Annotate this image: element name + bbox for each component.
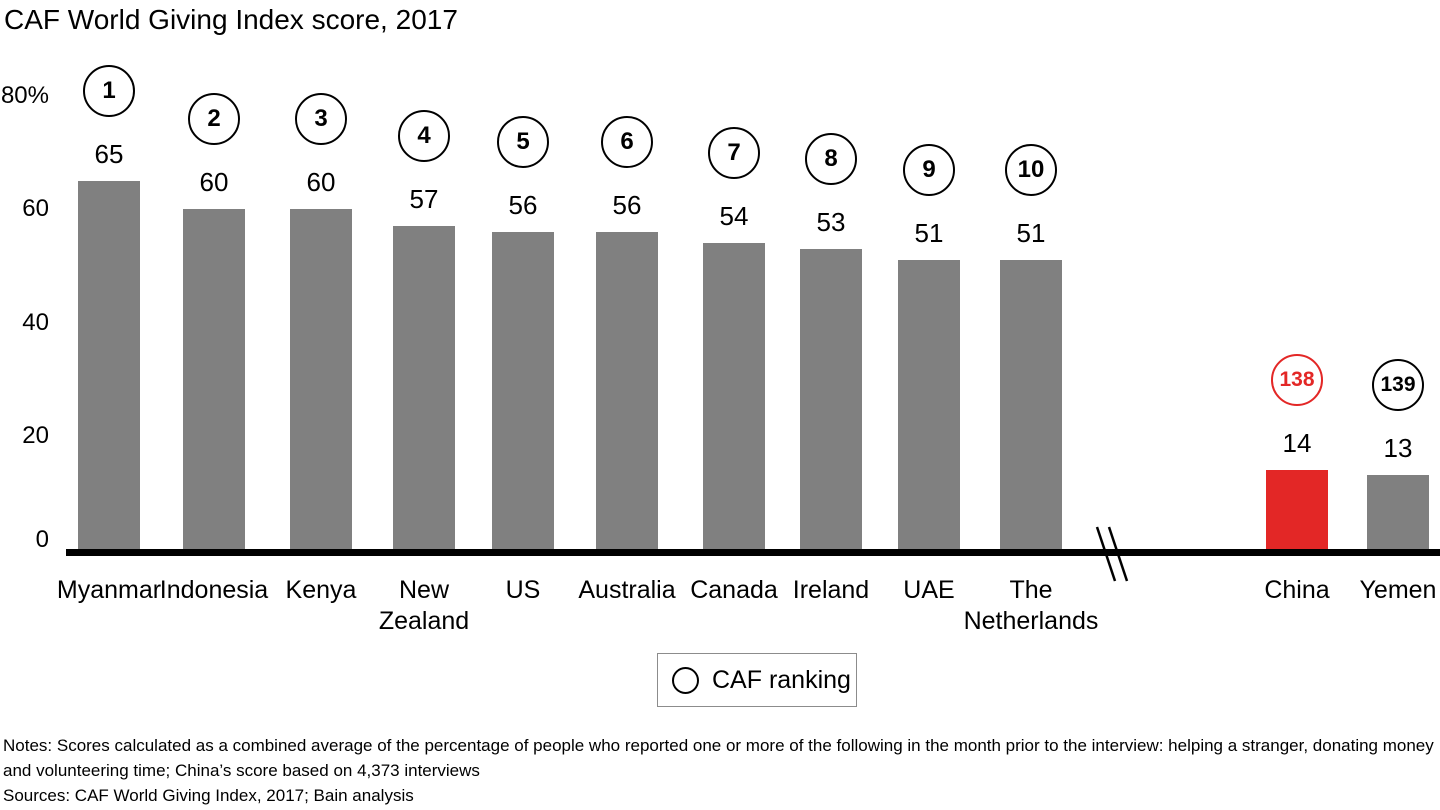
bar-yemen	[1367, 475, 1429, 549]
category-label-canada: Canada	[690, 576, 778, 604]
legend-box: CAF ranking	[657, 653, 857, 707]
rank-circle: 138	[1271, 354, 1323, 406]
bar-us	[492, 232, 554, 549]
bar-the-netherlands	[1000, 260, 1062, 549]
rank-circle: 139	[1372, 359, 1424, 411]
y-axis-tick-label: 80%	[0, 82, 49, 110]
bar-value-label: 56	[508, 190, 538, 220]
rank-circle: 2	[188, 93, 240, 145]
category-label-uae: UAE	[903, 576, 955, 604]
rank-circle: 4	[398, 110, 450, 162]
y-axis-tick-label: 40	[22, 308, 49, 336]
bar-kenya	[290, 209, 352, 549]
footnotes: Notes: Scores calculated as a combined a…	[3, 733, 1440, 808]
bar-ireland	[800, 249, 862, 549]
bar-value-label: 57	[409, 184, 439, 214]
rank-circle: 7	[708, 127, 760, 179]
bar-value-label: 54	[719, 201, 749, 231]
axis-break-icon	[1095, 526, 1129, 582]
bar-china	[1266, 470, 1328, 549]
category-label-myanmar: Myanmar	[56, 576, 162, 604]
rank-circle: 6	[601, 116, 653, 168]
bar-indonesia	[183, 209, 245, 549]
bar-value-label: 53	[816, 207, 846, 237]
x-axis-line	[66, 549, 1440, 556]
bar-value-label: 60	[199, 167, 229, 197]
rank-circle: 1	[83, 65, 135, 117]
bar-canada	[703, 243, 765, 549]
notes-text: Notes: Scores calculated as a combined a…	[3, 736, 1434, 780]
bar-value-label: 13	[1383, 433, 1413, 463]
legend-label: CAF ranking	[712, 665, 851, 694]
category-label-australia: Australia	[578, 576, 676, 604]
category-label-yemen: Yemen	[1359, 576, 1437, 604]
sources-text: Sources: CAF World Giving Index, 2017; B…	[3, 786, 414, 805]
rank-circle: 3	[295, 93, 347, 145]
y-axis-tick-label: 20	[22, 421, 49, 449]
rank-circle: 8	[805, 133, 857, 185]
rank-circle: 9	[903, 144, 955, 196]
bar-uae	[898, 260, 960, 549]
category-label-us: US	[505, 576, 541, 604]
chart-title: CAF World Giving Index score, 2017	[4, 4, 458, 35]
bar-myanmar	[78, 181, 140, 549]
rank-circle: 10	[1005, 144, 1057, 196]
bar-new-zealand	[393, 226, 455, 549]
bar-australia	[596, 232, 658, 549]
category-label-new-zealand: New Zealand	[378, 576, 470, 635]
bar-value-label: 60	[306, 167, 336, 197]
y-axis-tick-label: 60	[22, 195, 49, 223]
category-label-indonesia: Indonesia	[159, 576, 269, 604]
bar-value-label: 56	[612, 190, 642, 220]
category-label-kenya: Kenya	[285, 576, 357, 604]
bar-value-label: 51	[914, 218, 944, 248]
y-axis-tick-label: 0	[35, 526, 49, 553]
bar-value-label: 65	[94, 139, 124, 169]
rank-circle: 5	[497, 116, 549, 168]
category-label-china: China	[1264, 576, 1330, 604]
bar-value-label: 51	[1016, 218, 1046, 248]
bar-value-label: 14	[1282, 428, 1312, 458]
category-label-the-netherlands: The Netherlands	[963, 576, 1099, 635]
category-label-ireland: Ireland	[792, 576, 870, 604]
caf-ranking-circle-icon	[672, 666, 699, 694]
